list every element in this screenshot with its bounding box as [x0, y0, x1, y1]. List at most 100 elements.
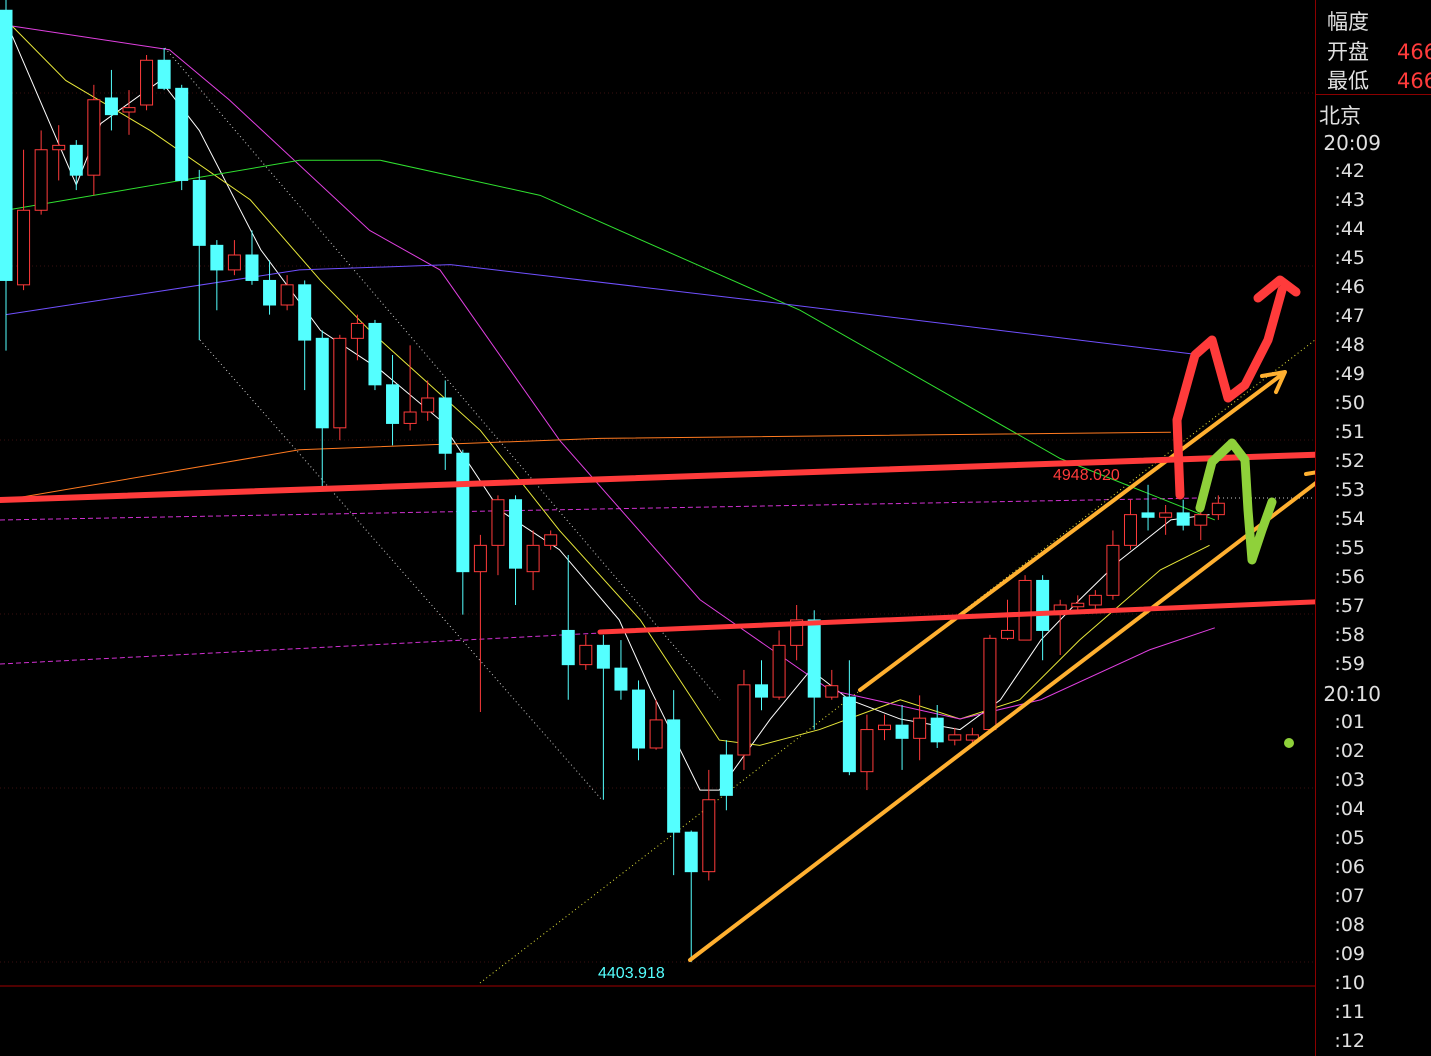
candle-body: [69, 144, 83, 176]
candle-body: [1194, 514, 1208, 526]
quote-value: 466: [1397, 69, 1431, 93]
candle-body: [52, 144, 66, 151]
candle-body: [561, 629, 575, 666]
candle: [386, 355, 400, 446]
candle: [368, 319, 382, 391]
candle: [192, 169, 206, 341]
candle: [69, 140, 83, 191]
divider: [1316, 94, 1431, 95]
candle: [280, 275, 294, 311]
candle: [807, 610, 821, 730]
time-tick: :57: [1334, 595, 1365, 617]
time-tick: :42: [1334, 160, 1365, 182]
candle-body: [1000, 629, 1014, 639]
high-price-label: 4948.020: [1053, 467, 1120, 484]
time-tick: :04: [1334, 798, 1365, 820]
candle-body: [192, 179, 206, 246]
green-down-scribble: [1195, 438, 1277, 565]
quote-label: 开盘: [1327, 40, 1369, 64]
moving-average-line: [5, 24, 1215, 720]
candle-body: [263, 279, 277, 306]
candle-body: [473, 544, 487, 573]
candle-body: [860, 729, 874, 773]
candle-body: [544, 534, 558, 546]
candle-body: [368, 322, 382, 386]
candle: [983, 634, 997, 733]
candle-body: [825, 685, 839, 698]
time-tick: :01: [1334, 711, 1365, 733]
candlestick-chart[interactable]: 4948.020 4403.918: [0, 0, 1315, 1056]
moving-average-line: [5, 19, 1210, 746]
candle-body: [737, 684, 751, 756]
candle-body: [649, 719, 663, 749]
candle: [456, 449, 470, 615]
red-support-arrow: [597, 599, 1315, 635]
candle: [1106, 530, 1120, 600]
quote-value: 466: [1397, 40, 1431, 64]
candle-body: [1123, 514, 1137, 546]
candle: [772, 630, 786, 700]
time-tick: :12: [1334, 1030, 1365, 1052]
candle: [1211, 495, 1225, 520]
reference-lines: [0, 47, 1315, 984]
hand-drawn-annotations: [0, 275, 1315, 962]
candle: [1018, 575, 1032, 641]
candle: [0, 0, 13, 351]
candle-body: [1211, 502, 1225, 516]
candle-body: [878, 724, 891, 731]
candle: [140, 55, 154, 111]
candle-body: [210, 244, 224, 271]
moving-average-line: [5, 159, 1216, 521]
candle-body: [614, 667, 628, 691]
candle-body: [34, 149, 48, 211]
candle: [245, 230, 259, 285]
candle: [104, 69, 118, 131]
candle-body: [421, 397, 435, 413]
candle-body: [667, 719, 681, 833]
candle-body: [930, 717, 944, 743]
candle-body: [1141, 512, 1155, 518]
candle: [315, 330, 329, 491]
candle-body: [0, 9, 13, 281]
candle: [895, 705, 909, 770]
time-tick: :50: [1334, 392, 1365, 414]
candle-body: [122, 107, 136, 113]
time-tick: :47: [1334, 305, 1365, 327]
quote-row-amplitude: 幅度: [1327, 6, 1397, 36]
candle: [263, 260, 277, 315]
candle: [17, 149, 31, 291]
candle-body: [1159, 512, 1173, 518]
quote-row-low: 最低 466: [1327, 65, 1431, 95]
time-tick: :09: [1334, 943, 1365, 965]
time-tick: :43: [1334, 189, 1365, 211]
candle: [860, 714, 874, 791]
candle-body: [1088, 594, 1102, 606]
candle-body: [579, 644, 593, 666]
candle-body: [17, 209, 31, 286]
candle: [298, 280, 312, 391]
candle: [403, 345, 417, 431]
candle-body: [1071, 602, 1085, 608]
time-tick: :02: [1334, 740, 1365, 762]
timezone-city: 北京: [1319, 104, 1361, 128]
candle: [526, 530, 540, 591]
time-tick: :03: [1334, 769, 1365, 791]
low-price-label: 4403.918: [598, 965, 665, 982]
candle: [350, 314, 364, 361]
time-tick: :06: [1334, 856, 1365, 878]
candle-body: [913, 717, 927, 739]
candle: [544, 530, 558, 550]
time-tick: :05: [1334, 827, 1365, 849]
time-tick: 20:09: [1323, 131, 1381, 155]
time-tick: :10: [1334, 972, 1365, 994]
candle-body: [438, 397, 452, 454]
moving-average-line: [9, 29, 1210, 791]
candle-body: [104, 97, 118, 116]
candle-body: [350, 322, 364, 339]
candle: [632, 680, 646, 761]
time-tick: :52: [1334, 450, 1365, 472]
candle-body: [895, 724, 909, 739]
candle: [948, 727, 962, 746]
candle: [1071, 595, 1085, 611]
candle-body: [1036, 579, 1050, 631]
